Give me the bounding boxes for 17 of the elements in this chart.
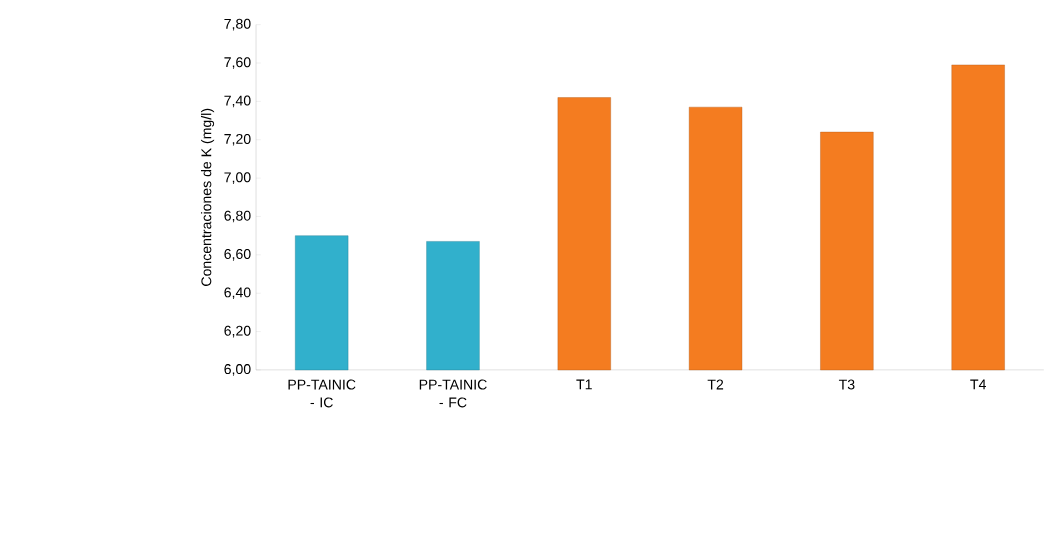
x-tick-label: PP-TAINIC - IC <box>288 379 356 408</box>
y-tick-label: 6,80 <box>224 210 251 223</box>
x-tick-label: PP-TAINIC - FC <box>419 379 487 408</box>
y-tick-label: 7,00 <box>224 172 251 184</box>
y-axis-title: Concentraciones de K (mg/l) <box>200 108 215 286</box>
x-tick-label: T2 <box>707 379 724 390</box>
y-tick-label: 7,20 <box>224 133 251 146</box>
y-tick-label: 6,20 <box>224 325 251 338</box>
y-tick-label: 6,00 <box>224 364 251 376</box>
y-tick-label: 6,60 <box>224 249 251 261</box>
y-tick-label: 6,40 <box>224 287 251 300</box>
y-tick-label: 7,60 <box>224 57 251 69</box>
x-tick-label: T4 <box>970 379 986 390</box>
x-tick-label: T1 <box>576 379 592 390</box>
x-tick-label: T3 <box>838 379 855 390</box>
y-tick-label: 7,80 <box>224 18 251 31</box>
y-tick-label: 7,40 <box>224 95 251 108</box>
